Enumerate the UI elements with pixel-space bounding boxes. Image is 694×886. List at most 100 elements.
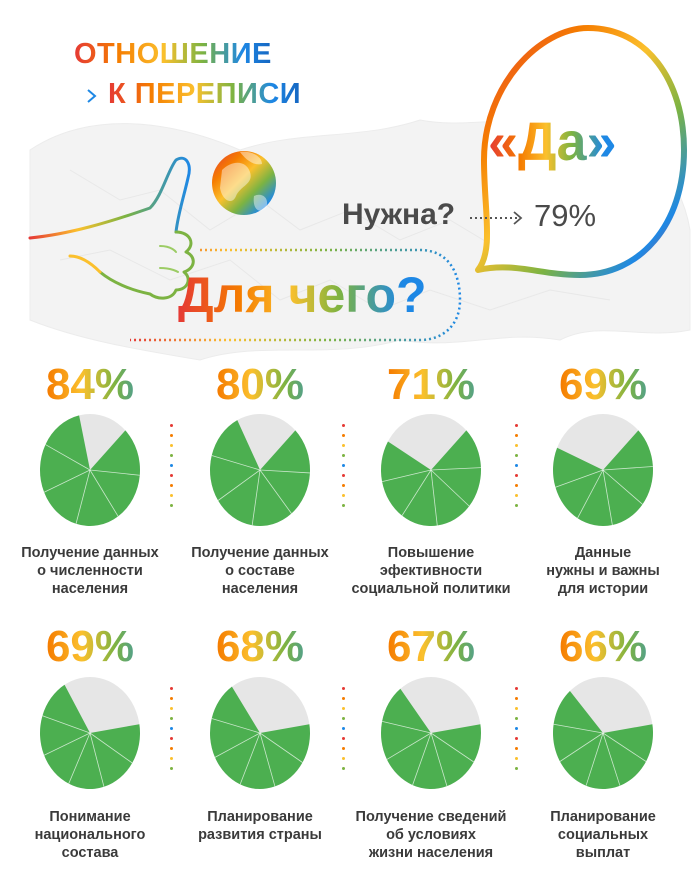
category-label: Получение данных о численности населения bbox=[21, 545, 159, 597]
pie-segment-line bbox=[214, 732, 261, 758]
pie-segment-line bbox=[211, 455, 261, 471]
pie-segment-line bbox=[251, 469, 261, 526]
subtitle-frame bbox=[130, 248, 462, 342]
pie-segment-line bbox=[217, 469, 261, 501]
pie-segment-line bbox=[259, 732, 303, 763]
column-divider bbox=[342, 687, 346, 777]
pie-segment-line bbox=[412, 732, 432, 786]
divider-dot bbox=[342, 687, 345, 690]
pie-segment-line bbox=[239, 732, 261, 785]
percent-label: 69% bbox=[5, 622, 175, 672]
pie-segment-line bbox=[42, 715, 91, 734]
pie-segment-line bbox=[43, 469, 91, 493]
pointing-hand-icon bbox=[28, 156, 195, 300]
pie-segment-line bbox=[553, 723, 604, 734]
divider-dot bbox=[342, 454, 345, 457]
divider-dot bbox=[170, 464, 173, 467]
percent-label: 69% bbox=[518, 360, 688, 410]
divider-dot bbox=[342, 697, 345, 700]
pie-chart bbox=[381, 414, 481, 526]
pie-segment-line bbox=[89, 732, 133, 764]
pie-segment-line bbox=[602, 466, 653, 471]
divider-dot bbox=[342, 747, 345, 750]
divider-dot bbox=[515, 727, 518, 730]
divider-dot bbox=[342, 737, 345, 740]
pie-segment-line bbox=[68, 732, 91, 784]
divider-dot bbox=[170, 454, 173, 457]
divider-dot bbox=[515, 454, 518, 457]
page-title-line1: ОТНОШЕНИЕ bbox=[74, 38, 272, 70]
pie-slice-value bbox=[381, 688, 481, 789]
divider-dot bbox=[342, 434, 345, 437]
divider-dot bbox=[515, 494, 518, 497]
divider-dot bbox=[342, 484, 345, 487]
subtitle-text: Для чего? bbox=[178, 267, 427, 323]
pie-segment-line bbox=[259, 732, 276, 787]
divider-dot bbox=[515, 707, 518, 710]
divider-dot bbox=[170, 504, 173, 507]
divider-dot bbox=[515, 687, 518, 690]
pie-segment-line bbox=[602, 469, 613, 526]
pie-segment-line bbox=[89, 469, 119, 517]
category-label: Получение данных о составе населения bbox=[191, 545, 329, 597]
pie-segment-line bbox=[430, 467, 481, 471]
pie-segment-line bbox=[577, 469, 604, 519]
divider-dot bbox=[170, 494, 173, 497]
divider-dot bbox=[170, 707, 173, 710]
pie-slice-value bbox=[39, 684, 140, 789]
pie-slice-value bbox=[553, 690, 653, 789]
small-dotted-arrow-icon bbox=[470, 211, 523, 225]
pie-segment-line bbox=[89, 469, 140, 476]
pie-segment-line bbox=[45, 444, 91, 471]
dotted-arrow-icon bbox=[34, 89, 97, 103]
pie-chart bbox=[553, 414, 653, 526]
pie-segment-line bbox=[211, 718, 261, 734]
pie-segment-line bbox=[602, 732, 647, 762]
yes-share-value: 79% bbox=[534, 198, 597, 233]
divider-dot bbox=[342, 464, 345, 467]
divider-dot bbox=[342, 757, 345, 760]
page-title-line2: К ПЕРЕПИСИ bbox=[108, 78, 302, 110]
pie-segment-line bbox=[401, 469, 432, 516]
divider-dot bbox=[170, 474, 173, 477]
category-label: Планирование социальных выплат bbox=[550, 809, 656, 861]
globe-icon bbox=[212, 151, 276, 215]
percent-label: 71% bbox=[346, 360, 516, 410]
pie-segment-line bbox=[602, 732, 621, 786]
pie-segment-line bbox=[430, 732, 474, 763]
pie-segment-line bbox=[381, 469, 432, 483]
divider-dot bbox=[170, 737, 173, 740]
divider-dot bbox=[170, 687, 173, 690]
column-divider bbox=[170, 424, 174, 514]
divider-dot bbox=[170, 757, 173, 760]
divider-dot bbox=[342, 717, 345, 720]
pie-segment-line bbox=[259, 469, 292, 514]
column-divider bbox=[342, 424, 346, 514]
divider-dot bbox=[170, 767, 173, 770]
divider-dot bbox=[342, 707, 345, 710]
pie-segment-line bbox=[259, 469, 310, 474]
pie-slice-value bbox=[553, 430, 653, 526]
divider-dot bbox=[515, 757, 518, 760]
pie-chart bbox=[553, 677, 653, 789]
pie-segment-line bbox=[75, 469, 91, 524]
column-divider bbox=[170, 687, 174, 777]
divider-dot bbox=[515, 424, 518, 427]
divider-dot bbox=[515, 747, 518, 750]
divider-dot bbox=[170, 484, 173, 487]
percent-label: 67% bbox=[346, 622, 516, 672]
divider-dot bbox=[342, 727, 345, 730]
divider-dot bbox=[342, 504, 345, 507]
pie-segment-line bbox=[386, 732, 432, 760]
pie-slice-value bbox=[210, 686, 310, 789]
column-divider bbox=[515, 424, 519, 514]
divider-dot bbox=[515, 464, 518, 467]
pie-segment-line bbox=[559, 732, 604, 762]
category-label: Получение сведений об условиях жизни нас… bbox=[355, 809, 507, 861]
divider-dot bbox=[342, 474, 345, 477]
divider-dot bbox=[170, 434, 173, 437]
divider-dot bbox=[170, 727, 173, 730]
pie-chart bbox=[40, 414, 140, 526]
divider-dot bbox=[342, 444, 345, 447]
